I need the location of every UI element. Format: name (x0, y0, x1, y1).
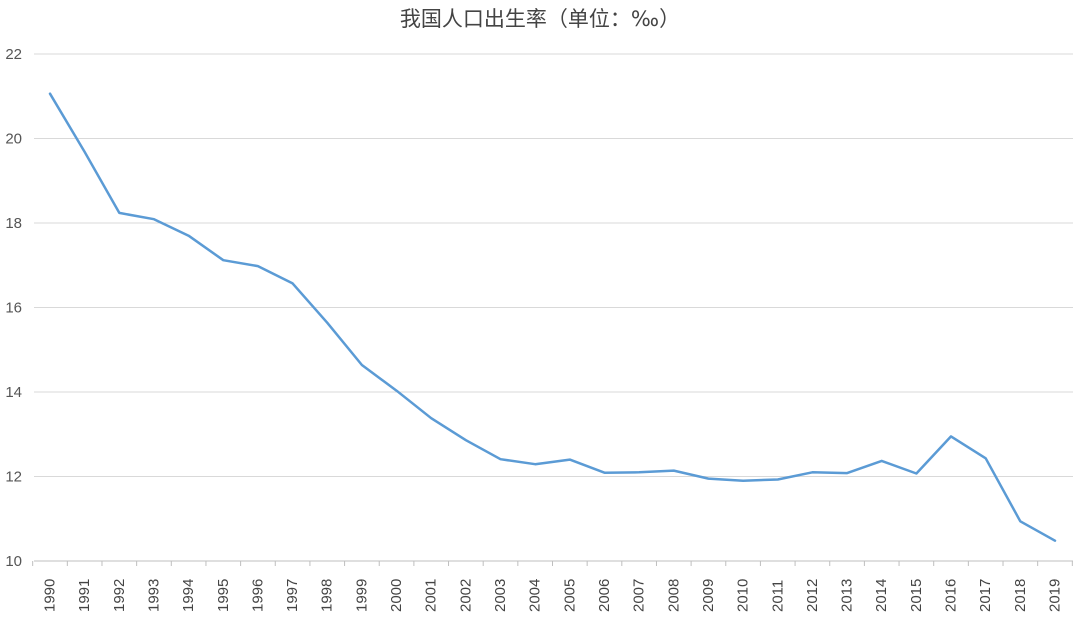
x-tick-label: 1990 (42, 579, 59, 612)
x-tick-label: 1997 (284, 579, 301, 612)
y-tick-label: 20 (5, 131, 22, 148)
x-tick-label: 2003 (492, 579, 509, 612)
x-axis-ticks: 1990 1991 1992 1993 1994 1995 1996 1997 1998 1999… (32, 561, 1073, 612)
x-tick-label: 1996 (249, 579, 266, 612)
x-tick-label: 1999 (353, 579, 370, 612)
x-tick-label: 2008 (665, 579, 682, 612)
x-tick-label: 1995 (215, 579, 232, 612)
y-tick-label: 10 (5, 553, 22, 570)
y-axis-ticks: 10 12 14 16 18 20 22 (5, 46, 22, 570)
x-tick-label: 2012 (804, 579, 821, 612)
x-tick-label: 2010 (735, 579, 752, 612)
x-tick-label: 2001 (423, 579, 440, 612)
y-tick-label: 16 (5, 300, 22, 317)
x-tick-label: 1993 (145, 579, 162, 612)
x-tick-label: 2013 (839, 579, 856, 612)
y-tick-label: 22 (5, 46, 22, 63)
x-tick-label: 2007 (631, 579, 648, 612)
series-line (48, 92, 1057, 542)
x-tick-label: 1991 (76, 579, 93, 612)
x-tick-label: 2002 (457, 579, 474, 612)
x-tick-label: 2019 (1047, 579, 1064, 612)
y-tick-label: 14 (5, 384, 22, 401)
x-tick-label: 2000 (388, 579, 405, 612)
x-tick-label: 2004 (527, 579, 544, 612)
x-tick-label: 2009 (700, 579, 717, 612)
gridlines (34, 53, 1073, 477)
x-tick-label: 2018 (1012, 579, 1029, 612)
x-tick-label: 2014 (873, 579, 890, 612)
x-tick-label: 1994 (180, 579, 197, 612)
x-tick-label: 2005 (561, 579, 578, 612)
x-tick-label: 2015 (908, 579, 925, 612)
x-tick-label: 2011 (769, 580, 786, 612)
y-tick-label: 18 (5, 215, 22, 232)
chart-title: 我国人口出生率（单位：‰） (400, 7, 680, 31)
series-group (48, 92, 1057, 542)
x-tick-label: 1992 (111, 579, 128, 612)
y-tick-label: 12 (5, 469, 22, 486)
x-tick-label: 2006 (596, 579, 613, 612)
x-tick-label: 2016 (943, 579, 960, 612)
x-tick-label: 2017 (977, 579, 994, 612)
x-tick-label: 1998 (319, 579, 336, 612)
